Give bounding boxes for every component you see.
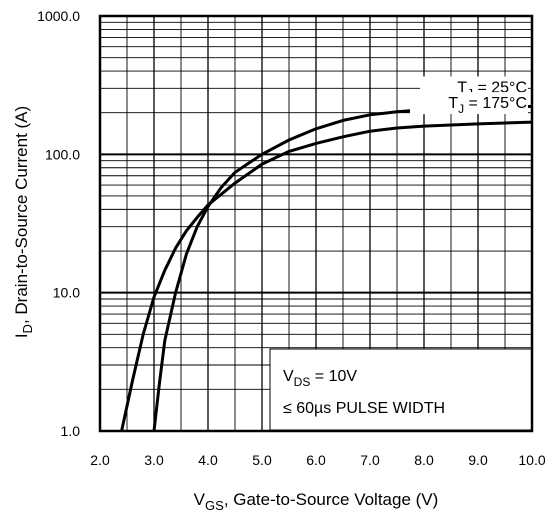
y-axis-label: ID, Drain-to-Source Current (A) xyxy=(12,106,35,338)
x-tick-label: 2.0 xyxy=(90,452,110,468)
pulse-width-condition: ≤ 60µs PULSE WIDTH xyxy=(283,400,445,417)
test-conditions-box: VDS = 10V ≤ 60µs PULSE WIDTH xyxy=(269,348,533,431)
x-tick-label: 9.0 xyxy=(468,452,488,468)
y-tick-label: 1000.0 xyxy=(37,8,80,24)
y-tick-label: 100.0 xyxy=(45,146,80,162)
y-tick-label: 10.0 xyxy=(53,285,80,301)
series-label-bg xyxy=(410,92,528,115)
series-lines xyxy=(120,104,533,432)
x-tick-label: 4.0 xyxy=(198,452,218,468)
x-tick-label: 5.0 xyxy=(252,452,272,468)
x-tick-label: 10.0 xyxy=(518,452,545,468)
series-line-tj-175c xyxy=(120,120,533,432)
x-axis-label: VGS, Gate-to-Source Voltage (V) xyxy=(194,490,439,513)
series-line-tj-25c xyxy=(152,104,533,432)
series-labels: TJ = 25°CTJ = 175°C xyxy=(410,76,528,116)
x-tick-labels: 2.0 3.0 4.0 5.0 6.0 7.0 8.0 9.0 10.0 xyxy=(90,452,546,468)
x-tick-label: 6.0 xyxy=(306,452,326,468)
x-tick-label: 7.0 xyxy=(360,452,380,468)
y-tick-labels: 1.0 10.0 100.0 1000.0 xyxy=(37,8,80,439)
series-label-tj-175c: TJ = 175°C xyxy=(448,95,527,116)
vds-condition: VDS = 10V xyxy=(283,368,357,389)
plot-frame xyxy=(98,14,534,433)
x-tick-label: 8.0 xyxy=(414,452,434,468)
x-tick-label: 3.0 xyxy=(144,452,164,468)
y-tick-label: 1.0 xyxy=(61,423,81,439)
